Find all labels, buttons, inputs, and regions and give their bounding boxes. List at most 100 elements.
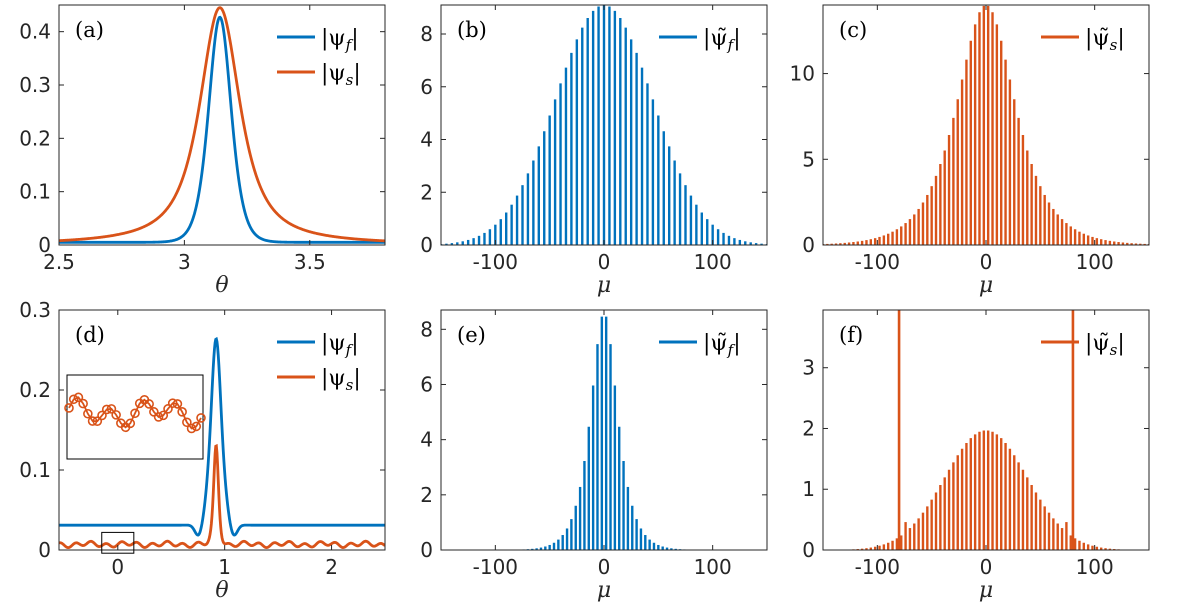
panel-f: -100 0 100 0 1 2 3 μ (f) |ψ̃s| <box>802 309 1150 603</box>
y-tick-label: 0.2 <box>19 126 51 150</box>
y-tick-label: 0.3 <box>19 298 51 322</box>
inset-marker <box>106 404 117 414</box>
panel-label: (e) <box>457 323 486 347</box>
axes-box-a <box>58 4 386 246</box>
panel-c: -100 0 100 0 5 10 μ (c) |ψ̃s| <box>790 4 1150 298</box>
inset-marker <box>144 399 154 409</box>
x-tick-label: -100 <box>855 250 900 274</box>
panel-label: (a) <box>75 18 104 42</box>
x-tick-label: 2 <box>325 555 338 579</box>
panel-label: (d) <box>75 323 105 347</box>
x-tick-label: -100 <box>855 555 900 579</box>
legend-b: |ψ̃f| <box>659 26 741 54</box>
y-tick-label: 4 <box>420 128 433 152</box>
plot-area-e <box>441 316 767 550</box>
x-axis-label: θ <box>215 273 228 298</box>
inset-marker <box>196 413 206 423</box>
plot-area-a <box>59 6 385 244</box>
legend-entry: |ψ̃f| <box>703 331 741 359</box>
plot-area-c <box>823 5 1149 245</box>
y-tick-label: 0 <box>38 538 51 562</box>
series-line-d-blue <box>59 336 385 537</box>
panel-label: (c) <box>839 18 867 42</box>
inset-marker <box>158 410 169 421</box>
series-line-d-orange <box>59 443 385 549</box>
y-tick-label: 0.4 <box>19 20 51 44</box>
y-tick-label: 0.2 <box>19 378 51 402</box>
y-tick-label: 0 <box>802 233 815 257</box>
inset-marker <box>172 399 183 409</box>
x-tick-label: 100 <box>1076 555 1114 579</box>
x-tick-label: -100 <box>473 250 518 274</box>
panel-a: 2.5 3 3.5 0 0.1 0.2 0.3 0.4 θ (a) |ψf| |ψs| <box>19 4 386 298</box>
x-tick-label: -100 <box>473 555 518 579</box>
x-tick-label: 0 <box>598 555 611 579</box>
x-axis-label: μ <box>979 578 993 603</box>
y-tick-label: 0.1 <box>19 180 51 204</box>
inset-marker <box>87 416 98 426</box>
inset-marker <box>68 394 79 405</box>
inset-marker <box>73 392 84 403</box>
y-tick-label: 0.3 <box>19 73 51 97</box>
legend-f: |ψ̃s| <box>1041 331 1125 359</box>
x-tick-label: 3.5 <box>294 250 326 274</box>
legend-entry: |ψ̃f| <box>703 26 741 54</box>
x-tick-label: 1 <box>218 555 231 579</box>
legend-entry: |ψs| <box>321 61 361 89</box>
panel-e: -100 0 100 0 2 4 6 8 μ (e) |ψ̃f| <box>420 309 768 603</box>
x-tick-label: 100 <box>694 555 732 579</box>
panel-label: (f) <box>839 323 863 347</box>
plot-area-f <box>823 310 1149 550</box>
inset-marker <box>186 423 197 434</box>
plot-area-d <box>59 336 385 549</box>
x-axis-label: μ <box>979 273 993 298</box>
inset-marker <box>125 418 136 429</box>
x-axis-label: μ <box>597 273 611 298</box>
panel-b: -100 0 100 0 2 4 6 8 μ (b) |ψ̃f| <box>420 4 768 298</box>
legend-entry: |ψ̃s| <box>1085 331 1125 359</box>
inset-marker <box>111 410 121 420</box>
x-tick-label: 0 <box>980 555 993 579</box>
legend-e: |ψ̃f| <box>659 331 741 359</box>
series-line-a-orange <box>59 6 385 243</box>
y-tick-label: 5 <box>802 147 815 171</box>
plot-area-b <box>441 5 767 245</box>
inset-marker <box>177 407 187 417</box>
inset-marker <box>182 417 192 428</box>
x-tick-label: 2.5 <box>43 250 75 274</box>
inset-marker <box>153 412 164 422</box>
x-tick-label: 0 <box>111 555 124 579</box>
inset-marker <box>149 407 159 417</box>
x-tick-label: 0 <box>598 250 611 274</box>
x-tick-label: 3 <box>178 250 191 274</box>
inset-marker <box>167 398 178 408</box>
y-tick-label: 6 <box>420 75 433 99</box>
inset-marker <box>130 408 140 419</box>
legend-a: |ψf| |ψs| <box>277 26 361 89</box>
axes-box-d <box>58 309 386 551</box>
inset-marker <box>78 398 88 409</box>
y-tick-label: 10 <box>790 62 815 86</box>
y-tick-label: 2 <box>420 180 433 204</box>
zoom-region-box <box>101 531 135 554</box>
legend-c: |ψ̃s| <box>1041 26 1125 54</box>
inset-marker <box>163 404 173 414</box>
y-tick-label: 2 <box>420 483 433 507</box>
inset-marker <box>97 410 107 421</box>
y-tick-label: 1 <box>802 477 815 501</box>
y-tick-label: 0 <box>420 233 433 257</box>
y-tick-label: 3 <box>802 356 815 380</box>
x-tick-label: 100 <box>694 250 732 274</box>
series-line-a-blue <box>59 15 385 244</box>
x-axis-label: θ <box>215 578 228 603</box>
panel-d: 0 1 2 0 0.1 0.2 0.3 θ (d) |ψf| |ψs| <box>19 298 386 603</box>
y-tick-label: 8 <box>420 317 433 341</box>
x-tick-label: 100 <box>1076 250 1114 274</box>
legend-entry: |ψ̃s| <box>1085 26 1125 54</box>
y-tick-label: 6 <box>420 372 433 396</box>
legend-entry: |ψf| <box>321 26 359 54</box>
panel-label: (b) <box>457 18 487 42</box>
y-tick-label: 0 <box>420 538 433 562</box>
inset-marker <box>83 408 93 419</box>
inset-marker <box>92 416 103 426</box>
